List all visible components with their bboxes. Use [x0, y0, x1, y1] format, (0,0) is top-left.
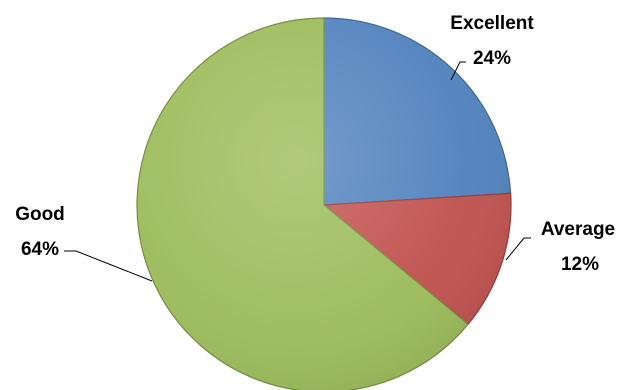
label-excellent-value: 24%	[473, 48, 511, 69]
leader-line-average	[505, 237, 531, 261]
label-good: Good 64%	[15, 204, 153, 282]
leader-line-good	[64, 250, 153, 282]
pie-slice-excellent	[323, 17, 512, 206]
label-average-value: 12%	[561, 254, 599, 275]
label-average: Average 12%	[505, 219, 615, 275]
label-good-value: 64%	[21, 239, 59, 260]
label-excellent-category: Excellent	[450, 13, 534, 34]
label-good-category: Good	[15, 204, 65, 225]
leader-line-excellent	[450, 61, 466, 81]
pie-slices	[136, 17, 512, 390]
label-excellent: Excellent 24%	[450, 13, 534, 81]
label-average-category: Average	[541, 219, 615, 240]
